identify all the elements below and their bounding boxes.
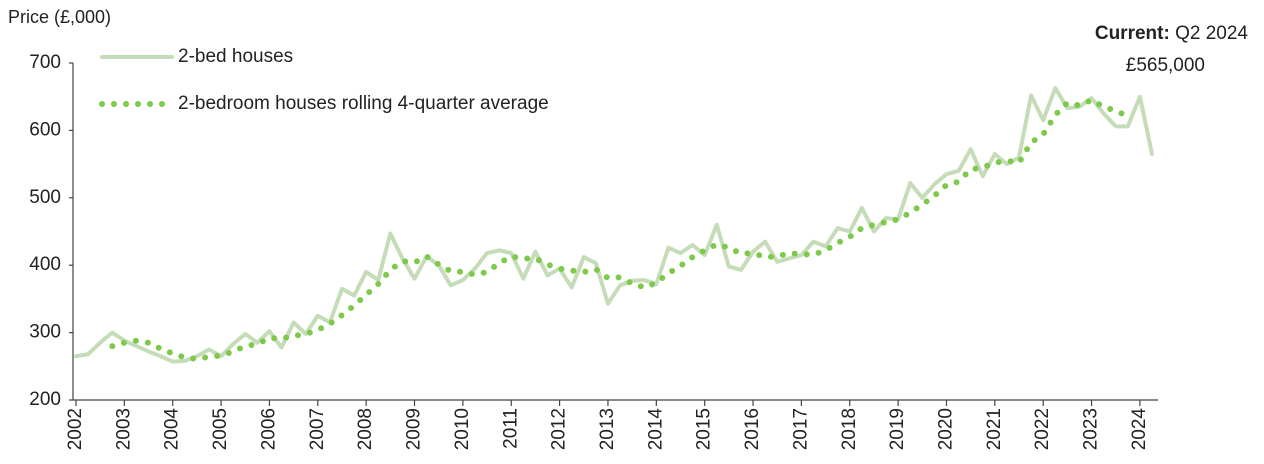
x-tick-label: 2010 [452,408,473,450]
legend-label: 2-bed houses [178,46,293,67]
x-tick-label: 2022 [1032,408,1053,450]
annotation-label: Current: [1095,23,1170,44]
y-tick-label: 500 [29,187,61,208]
x-tick-label: 2017 [790,408,811,450]
y-tick-label: 700 [29,52,61,73]
x-tick-label: 2016 [742,408,763,450]
x-tick-label: 2007 [307,408,328,450]
y-axis-title: Price (£,000) [8,7,111,27]
x-tick-label: 2012 [549,408,570,450]
x-tick-label: 2003 [113,408,134,450]
x-tick-label: 2009 [404,408,425,450]
average-line [109,97,1131,362]
x-tick-label: 2018 [839,408,860,450]
y-tick-label: 300 [29,322,61,343]
x-tick-label: 2013 [597,408,618,450]
annotation: Current: Q2 2024 [1095,23,1249,44]
annotation-value: £565,000 [1126,55,1205,76]
y-tick-label: 400 [29,254,61,275]
x-tick-label: 2020 [935,408,956,450]
x-tick-label: 2023 [1081,408,1102,450]
x-tick-label: 2005 [210,408,231,450]
x-tick-label: 2004 [162,408,183,451]
price-line [74,85,1154,364]
x-tick-label: 2014 [645,408,666,451]
x-tick-label: 2002 [65,408,86,450]
annotation-period: Q2 2024 [1175,23,1248,44]
legend-label: 2-bedroom houses rolling 4-quarter avera… [178,93,549,114]
x-tick-label: 2011 [500,408,521,449]
y-tick-label: 600 [29,119,61,140]
x-tick-label: 2024 [1129,408,1150,451]
x-tick-label: 2015 [694,408,715,450]
y-tick-label: 200 [29,389,61,410]
x-tick-label: 2008 [355,408,376,450]
x-tick-label: 2006 [258,408,279,450]
x-tick-label: 2021 [984,408,1005,450]
x-tick-label: 2019 [887,408,908,450]
